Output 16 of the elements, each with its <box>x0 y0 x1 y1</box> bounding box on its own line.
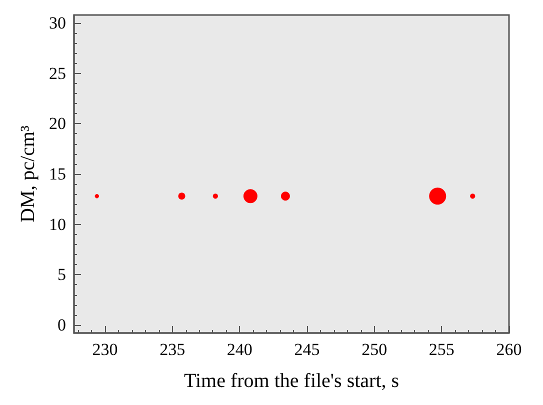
x-tick-label: 260 <box>496 340 522 359</box>
x-tick-label: 235 <box>160 340 186 359</box>
y-tick-label: 10 <box>49 214 66 234</box>
x-tick-label: 230 <box>92 340 118 359</box>
x-tick-label: 245 <box>294 340 320 359</box>
x-tick-label: 240 <box>226 340 252 359</box>
y-tick-label: 20 <box>49 114 66 134</box>
x-tick-label: 255 <box>428 340 454 359</box>
x-axis-title: Time from the file's start, s <box>184 370 400 392</box>
y-axis-title: DM, pc/cm³ <box>17 125 39 223</box>
y-tick-label: 30 <box>49 14 66 33</box>
y-tick-label: 25 <box>49 64 66 83</box>
y-tick-label: 15 <box>49 164 66 184</box>
x-tick-label: 250 <box>362 340 388 359</box>
y-tick-label: 5 <box>58 265 66 284</box>
y-tick-label: 0 <box>58 315 66 334</box>
